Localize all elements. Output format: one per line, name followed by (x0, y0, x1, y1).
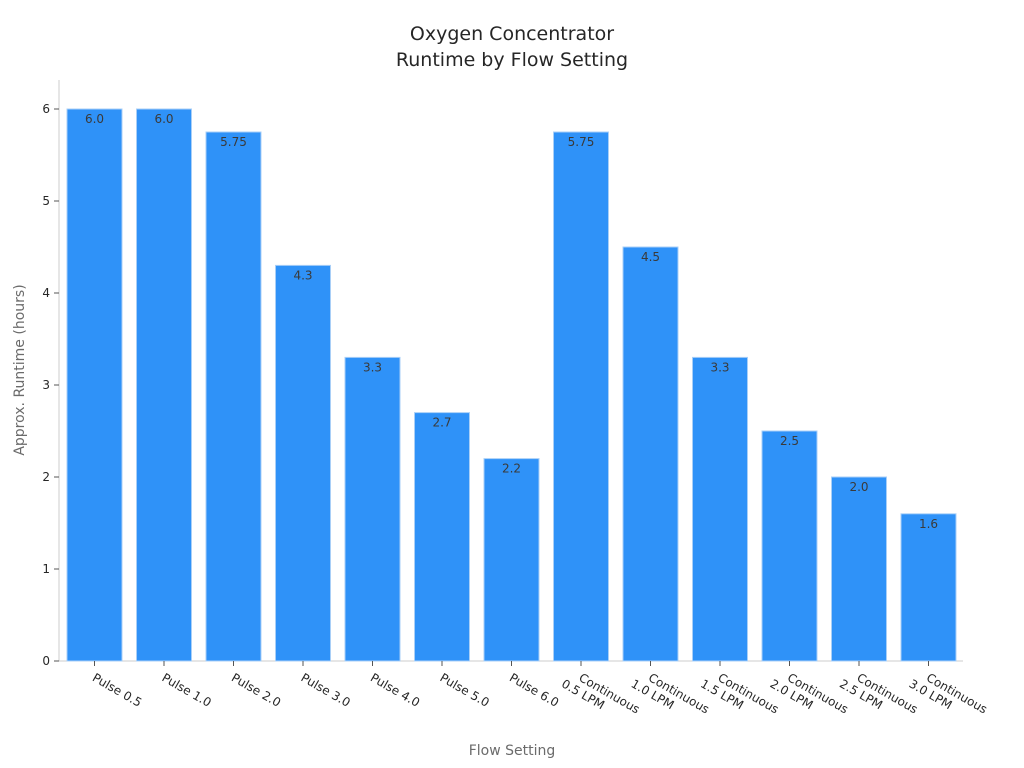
x-tick-label: Continuous2.5 LPM (837, 664, 920, 728)
y-tick-label: 3 (42, 378, 50, 392)
bar (275, 264, 331, 662)
bar-value-label: 6.0 (85, 112, 104, 126)
bar (205, 131, 262, 662)
x-tick-label: Continuous1.5 LPM (698, 664, 781, 728)
bar (761, 430, 818, 662)
x-tick-label: Pulse 3.0 (299, 670, 353, 709)
x-tick-label: Pulse 1.0 (160, 670, 214, 709)
bar (692, 356, 748, 662)
x-tick-label: Pulse 4.0 (368, 670, 422, 709)
bar (136, 108, 192, 662)
y-tick-label: 6 (42, 102, 50, 116)
chart-title-line-1: Oxygen Concentrator (410, 23, 614, 45)
bar (66, 108, 123, 662)
x-tick-group: Pulse 0.5 Pulse 1.0 Pulse 2.0 Pulse 3.0 Puls… (90, 661, 990, 728)
bar (622, 246, 679, 662)
x-tick-label: Pulse 5.0 (438, 670, 492, 709)
x-tick-label: Continuous2.0 LPM (768, 664, 851, 728)
x-tick-label: Continuous1.0 LPM (629, 664, 712, 728)
bar-value-label: 5.75 (220, 135, 247, 149)
bar-value-label: 2.2 (502, 462, 521, 476)
bar-value-label: 3.3 (710, 360, 729, 374)
chart-title-line-2: Runtime by Flow Setting (396, 49, 628, 71)
bar-value-label: 4.3 (293, 268, 312, 282)
bar-group: 6.0 6.0 5.75 4.3 3.3 2.7 2.2 5.75 4.5 3.3 2.5 2.0 1.… (66, 108, 957, 662)
x-tick-label: Pulse 0.5 (90, 670, 144, 709)
y-tick-label: 0 (42, 654, 50, 668)
x-tick-label: Continuous3.0 LPM (907, 664, 990, 728)
x-axis-label: Flow Setting (469, 743, 556, 759)
bar (483, 458, 540, 662)
bar (553, 131, 609, 662)
bar (831, 476, 887, 662)
bar-value-label: 3.3 (363, 360, 382, 374)
bar-value-label: 1.6 (919, 517, 938, 531)
bar (344, 356, 401, 662)
y-tick-label: 5 (42, 194, 50, 208)
y-axis-label: Approx. Runtime (hours) (12, 284, 28, 455)
bar-value-label: 6.0 (154, 112, 173, 126)
y-tick-label: 1 (42, 562, 50, 576)
y-tick-label: 4 (42, 286, 50, 300)
x-tick-label: Pulse 6.0 (507, 670, 561, 709)
x-tick-label: Continuous0.5 LPM (559, 664, 642, 728)
bar (414, 412, 470, 662)
bar-value-label: 5.75 (568, 135, 595, 149)
bar-value-label: 2.0 (849, 480, 868, 494)
bar (900, 513, 957, 662)
y-tick-group: 0 1 2 3 4 5 6 (42, 102, 59, 668)
bar-value-label: 4.5 (641, 250, 660, 264)
bar-value-label: 2.7 (432, 416, 451, 430)
bar-value-label: 2.5 (780, 434, 799, 448)
y-tick-label: 2 (42, 470, 50, 484)
x-tick-label: Pulse 2.0 (229, 670, 283, 709)
